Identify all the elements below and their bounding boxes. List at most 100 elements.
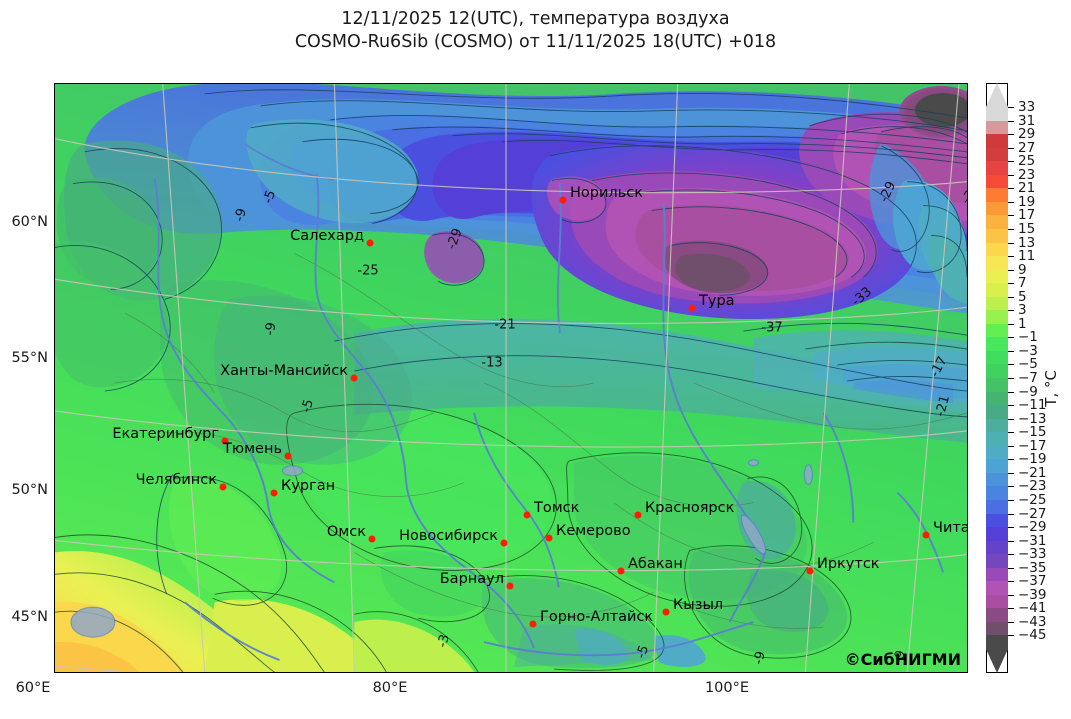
city-marker[interactable]	[634, 511, 642, 519]
city-label: Кызыл	[673, 597, 724, 613]
colorbar-tick-label: −45	[1018, 627, 1047, 644]
contour-label: -9	[262, 321, 280, 337]
colorbar-tick-label: 1	[1018, 315, 1027, 332]
colorbar-tick-label: −5	[1018, 356, 1038, 373]
city-marker[interactable]	[270, 489, 278, 497]
city-marker[interactable]	[366, 239, 374, 247]
colorbar-tick-label: 33	[1018, 99, 1036, 115]
colorbar-tick	[1008, 215, 1014, 217]
city-label: Челябинск	[135, 472, 217, 488]
colorbar-tick	[1008, 134, 1014, 136]
colorbar-tick-label: −37	[1018, 573, 1047, 590]
city-marker[interactable]	[219, 483, 227, 491]
city-label: Кемерово	[556, 523, 631, 539]
colorbar-tick-label: −31	[1018, 532, 1047, 549]
colorbar-unit-label: T, °C	[1042, 370, 1060, 407]
colorbar-tick-label: −9	[1018, 383, 1038, 400]
colorbar-tick	[1008, 337, 1014, 339]
colorbar[interactable]: 33 31 29 27 25 23 21 19 17 15 13 11 9 7 5 3 1 −1 −3 −5 −7 −9−…	[986, 83, 1047, 673]
colorbar-tick	[1008, 459, 1014, 461]
city-marker[interactable]	[284, 452, 292, 460]
colorbar-segment	[986, 120, 1008, 135]
colorbar-tick	[1008, 283, 1014, 285]
city-label: Омск	[326, 524, 366, 540]
city-marker[interactable]	[506, 582, 514, 590]
city-marker[interactable]	[922, 531, 930, 539]
city-marker[interactable]	[545, 534, 553, 542]
colorbar-tick-label: −41	[1018, 600, 1047, 617]
colorbar-tick	[1008, 621, 1014, 623]
contour-label: -25	[357, 263, 379, 279]
colorbar-tick-label: 7	[1018, 275, 1027, 292]
colorbar-tick-label: 5	[1018, 288, 1027, 305]
colorbar-tick	[1008, 418, 1014, 420]
colorbar-tick	[1008, 432, 1014, 434]
colorbar-tick-label: −19	[1018, 451, 1047, 468]
city-label: Красноярск	[645, 500, 735, 516]
colorbar-segment	[986, 486, 1008, 501]
city-marker[interactable]	[500, 539, 508, 547]
colorbar-tick	[1008, 161, 1014, 163]
colorbar-segment	[986, 201, 1008, 216]
colorbar-segment	[986, 256, 1008, 271]
city-marker[interactable]	[688, 304, 696, 312]
city-marker[interactable]	[617, 567, 625, 575]
city-marker[interactable]	[806, 567, 814, 575]
colorbar-tick	[1008, 174, 1014, 176]
colorbar-tick-label: 23	[1018, 166, 1036, 183]
colorbar-tick-label: −13	[1018, 410, 1047, 427]
city-marker[interactable]	[529, 620, 537, 628]
city-marker[interactable]	[221, 437, 229, 445]
city-marker[interactable]	[350, 374, 358, 382]
colorbar-tick	[1008, 120, 1014, 122]
city-label: Екатеринбург	[112, 426, 219, 442]
city-label: Норильск	[570, 185, 643, 201]
city-marker[interactable]	[523, 511, 531, 519]
city-marker[interactable]	[368, 535, 376, 543]
colorbar-tick	[1008, 350, 1014, 352]
colorbar-segment	[986, 635, 1008, 650]
colorbar-segment	[986, 337, 1008, 352]
colorbar-tick-label: 25	[1018, 153, 1036, 170]
colorbar-segment	[986, 527, 1008, 542]
city-label: Томск	[534, 500, 580, 516]
city-marker[interactable]	[559, 196, 567, 204]
colorbar-tick-label: 3	[1018, 302, 1027, 319]
latitude-tick-label: 55°N	[11, 350, 48, 366]
city-label: Абакан	[628, 556, 683, 572]
colorbar-tick-label: 27	[1018, 139, 1036, 156]
title-line-2: COSMO-Ru6Sib (COSMO) от 11/11/2025 18(UT…	[294, 32, 777, 52]
colorbar-tick-label: 19	[1018, 193, 1036, 210]
colorbar-segment	[986, 310, 1008, 325]
colorbar-tick	[1008, 296, 1014, 298]
colorbar-segment	[986, 608, 1008, 623]
colorbar-cap-top	[986, 83, 1008, 107]
colorbar-tick	[1008, 486, 1014, 488]
map-contour-field	[55, 84, 967, 672]
colorbar-tick-label: 13	[1018, 234, 1036, 251]
colorbar-tick-label: −39	[1018, 586, 1047, 603]
colorbar-tick	[1008, 635, 1014, 637]
colorbar-tick	[1008, 242, 1014, 244]
contour-label: -37	[761, 320, 783, 336]
city-marker[interactable]	[662, 608, 670, 616]
colorbar-tick	[1008, 188, 1014, 190]
latitude-tick-label: 45°N	[11, 609, 48, 625]
temperature-map[interactable]: ©СибНИГМИ НорильскСалехардТураЯкутскХант…	[54, 83, 968, 673]
colorbar-segment	[986, 269, 1008, 284]
city-label: Ханты-Мансийск	[220, 363, 348, 379]
colorbar-segment	[986, 391, 1008, 406]
colorbar-segment	[986, 188, 1008, 203]
colorbar-tick-label: 9	[1018, 261, 1027, 278]
page-title: 12/11/2025 12(UTC), температура воздуха …	[0, 8, 1071, 54]
longitude-tick-label: 60°E	[15, 680, 51, 696]
city-label: Тюмень	[223, 441, 282, 457]
colorbar-tick	[1008, 540, 1014, 542]
colorbar-tick-label: −25	[1018, 491, 1047, 508]
colorbar-tick-label: −43	[1018, 613, 1047, 630]
colorbar-tick	[1008, 391, 1014, 393]
colorbar-segment	[986, 134, 1008, 149]
colorbar-tick	[1008, 107, 1014, 108]
colorbar-tick-label: 11	[1018, 248, 1036, 265]
contour-label: -13	[481, 355, 503, 371]
